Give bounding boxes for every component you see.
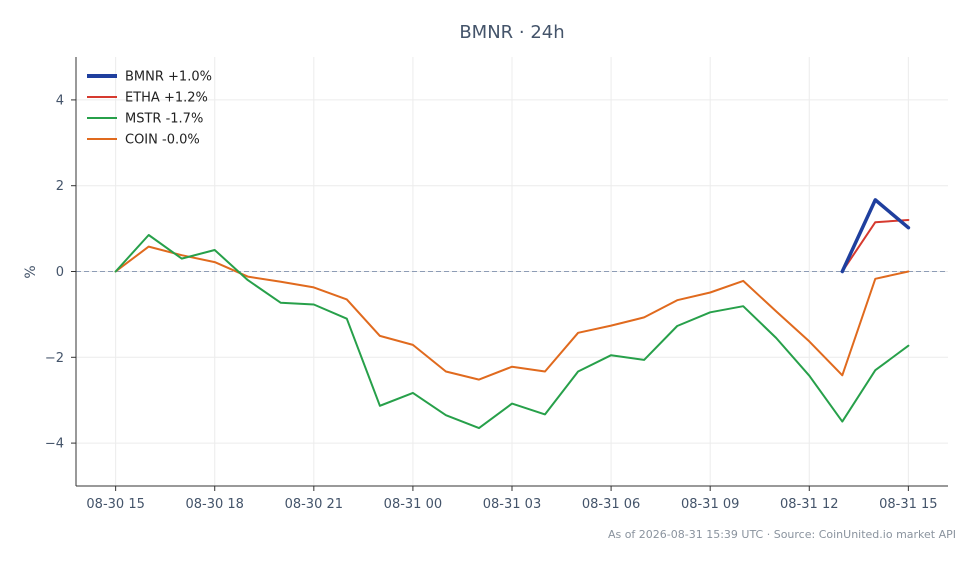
y-tick-label-2: 0 [56,265,64,280]
series-line-0 [840,198,911,274]
y-ticks: −4 −2 0 2 4 [45,93,76,452]
x-tick-label-8: 08-31 15 [879,497,937,512]
y-tick-label-1: −2 [45,351,64,366]
chart-title: BMNR · 24h [459,22,564,43]
legend-label-3: COIN -0.0% [125,133,200,148]
x-tick-label-0: 08-30 15 [86,497,144,512]
series-line-2 [114,234,910,430]
x-tick-label-7: 08-31 12 [780,497,838,512]
y-tick-label-0: −4 [45,437,64,452]
legend-label-1: ETHA +1.2% [125,91,208,106]
y-axis-label: % [23,265,39,278]
x-ticks: 08-30 15 08-30 18 08-30 21 08-31 00 08-31 03… [86,486,938,512]
x-tick-label-5: 08-31 06 [582,497,640,512]
x-tick-label-4: 08-31 03 [483,497,541,512]
footer-source: As of 2026-08-31 15:39 UTC · Source: Coi… [608,528,956,541]
y-tick-label-4: 4 [56,93,64,108]
legend-label-2: MSTR -1.7% [125,112,203,127]
series-lines [114,198,911,430]
series-line-1 [841,219,910,273]
y-tick-label-3: 2 [56,179,64,194]
x-tick-label-1: 08-30 18 [186,497,244,512]
x-tick-label-6: 08-31 09 [681,497,739,512]
legend: BMNR +1.0% ETHA +1.2% MSTR -1.7% COIN -0.0% [87,70,212,148]
legend-label-0: BMNR +1.0% [125,70,212,85]
x-tick-label-3: 08-31 00 [384,497,442,512]
series-line-3 [114,245,910,381]
x-tick-label-2: 08-30 21 [285,497,343,512]
